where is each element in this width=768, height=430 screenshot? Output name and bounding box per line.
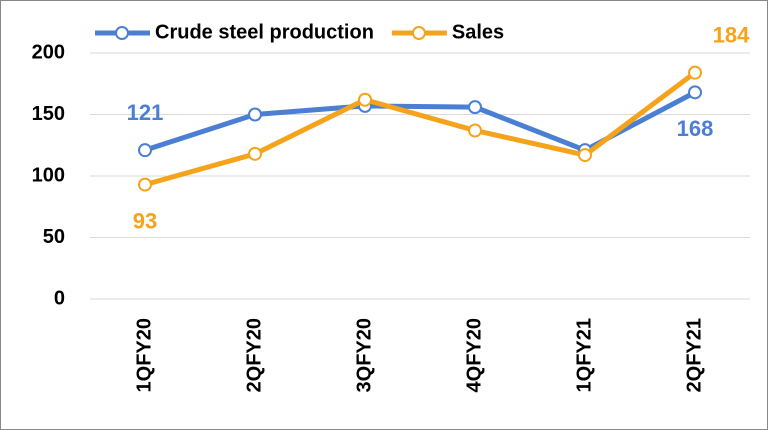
data-point: [468, 100, 482, 115]
series-line: [144, 70, 697, 188]
data-point: [248, 146, 262, 161]
data-point: [248, 107, 262, 122]
data-label: 121: [127, 100, 164, 125]
x-tick-label: 3QFY20: [353, 318, 375, 392]
legend-label: Sales: [452, 21, 504, 43]
data-point: [578, 148, 592, 163]
legend-marker: [411, 26, 426, 40]
y-tick-label: 0: [54, 287, 65, 309]
y-tick-label: 50: [43, 226, 65, 248]
y-tick-label: 200: [32, 41, 65, 63]
x-tick-label: 1QFY21: [573, 318, 595, 392]
x-tick-label: 2QFY20: [243, 318, 265, 392]
y-tick-label: 100: [32, 164, 65, 186]
data-point: [688, 85, 702, 100]
legend-label: Crude steel production: [155, 21, 374, 43]
x-tick-label: 4QFY20: [463, 318, 485, 392]
data-point: [468, 123, 482, 138]
data-label: 184: [713, 22, 750, 47]
data-point: [358, 92, 372, 107]
data-label: 168: [677, 116, 714, 141]
y-tick-label: 150: [32, 103, 65, 125]
data-point: [138, 177, 152, 192]
x-tick-label: 2QFY21: [683, 318, 705, 392]
data-point: [688, 65, 702, 80]
data-point: [138, 143, 152, 158]
x-tick-label: 1QFY20: [133, 318, 155, 392]
legend-marker: [115, 26, 129, 40]
data-label: 93: [133, 208, 157, 233]
